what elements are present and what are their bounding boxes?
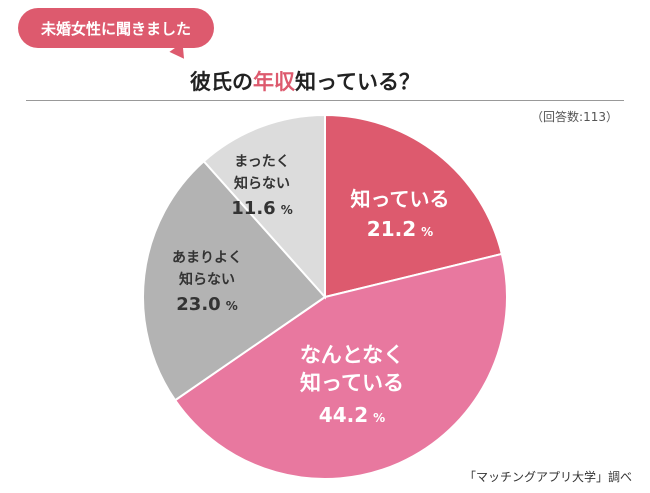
slice-4-value: 11.6% [231,198,292,219]
title-divider [26,100,624,101]
slice-2-label-line-2: 知っている [300,371,404,395]
pie-slice-1 [324,113,504,299]
slice-3-value: 23.0% [176,294,237,315]
slice-4-label-line-2: 知らない [234,175,290,192]
pie-slice-2 [173,252,508,480]
chart-title: 彼氏の年収知っている？ [190,66,420,96]
sample-size-note: （回答数:113） [531,110,618,124]
slice-3-label-line-2: 知らない [179,271,235,288]
slice-3-label-line-1: あまりよく [172,250,242,266]
survey-badge: 未婚女性に聞きました [18,8,214,48]
slice-2-label-line-1: なんとなく [300,343,404,367]
slice-4-label-line-1: まったく [234,154,289,170]
title-highlight: 年収 [253,70,295,94]
title-post: 知っている？ [295,70,420,94]
pie-slice-3 [142,159,327,402]
source-credit: 「マッチングアプリ大学」調べ [463,470,632,484]
slice-1-value: 21.2% [367,217,433,241]
survey-badge-text: 未婚女性に聞きました [40,19,191,38]
slice-1-label-line-1: 知っている [351,187,450,211]
slice-2-value: 44.2% [319,403,385,427]
title-pre: 彼氏の [190,70,253,94]
pie-slice-4 [202,113,326,300]
